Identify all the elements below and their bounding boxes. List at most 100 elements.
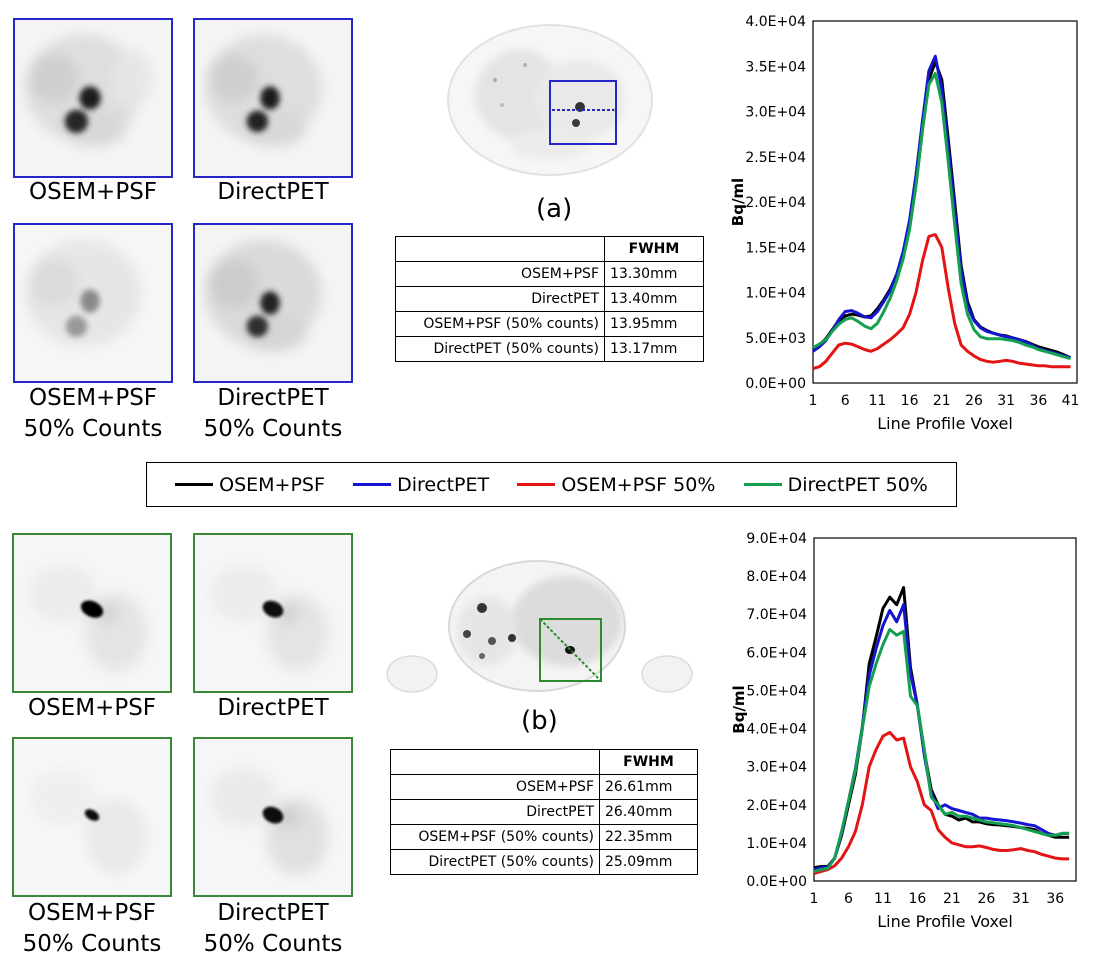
legend-item-osem-psf: OSEM+PSF xyxy=(175,474,325,496)
table-row: FWHM xyxy=(390,749,698,775)
x-tick-label: 36 xyxy=(1046,891,1064,907)
y-tick-label: 9.0E+04 xyxy=(746,531,807,547)
y-tick-label: 4.0E+04 xyxy=(745,14,806,30)
table-row: DirectPET 26.40mm xyxy=(390,799,698,825)
thumb-a-directpet-50 xyxy=(193,223,353,383)
y-tick-label: 4.0E+04 xyxy=(746,722,807,738)
caption-b-2: DirectPET xyxy=(217,695,329,721)
y-tick-label: 2.5E+04 xyxy=(745,150,806,166)
legend-swatch xyxy=(175,483,214,486)
series-line-directpet-50- xyxy=(812,72,1072,361)
legend-item-osem-psf-50: OSEM+PSF 50% xyxy=(517,474,715,496)
caption-a-3: OSEM+PSF 50% Counts xyxy=(23,385,163,442)
caption-a-1: OSEM+PSF xyxy=(28,179,158,205)
x-axis-label: Line Profile Voxel xyxy=(877,414,1013,433)
y-tick-label: 0.0E+00 xyxy=(745,376,806,392)
scan-a-full-body xyxy=(447,24,653,176)
row-value: 26.61mm xyxy=(599,774,698,800)
thumb-a-osem-psf-50 xyxy=(13,223,173,383)
table-row: OSEM+PSF (50% counts) 13.95mm xyxy=(395,311,704,337)
x-tick-label: 6 xyxy=(844,891,853,907)
scan-b-full-body xyxy=(386,560,693,693)
table-row: OSEM+PSF 13.30mm xyxy=(395,261,704,287)
caption-a-4: DirectPET 50% Counts xyxy=(203,385,343,442)
thumb-b-directpet xyxy=(193,533,353,693)
table-row: OSEM+PSF 26.61mm xyxy=(390,774,698,800)
panel-b-label: (b) xyxy=(521,706,558,736)
x-tick-label: 16 xyxy=(901,393,919,409)
caption-a-2: DirectPET xyxy=(217,179,329,205)
y-tick-label: 8.0E+04 xyxy=(746,569,807,585)
legend-item-directpet-50: DirectPET 50% xyxy=(743,473,928,496)
y-tick-label: 1.0E+04 xyxy=(745,286,806,302)
series-line-osem-psf-50- xyxy=(812,233,1071,370)
x-tick-label: 11 xyxy=(868,393,886,409)
table-row: DirectPET 13.40mm xyxy=(395,286,704,312)
legend: OSEM+PSF DirectPET OSEM+PSF 50% DirectPE… xyxy=(146,462,957,507)
y-axis-label: Bq/ml xyxy=(730,685,748,733)
thumb-b-osem-psf xyxy=(12,533,172,693)
fwhm-header: FWHM xyxy=(604,236,704,262)
plot-area xyxy=(813,537,1077,882)
series-line-directpet xyxy=(812,54,1072,360)
x-tick-label: 1 xyxy=(809,393,818,409)
x-tick-label: 21 xyxy=(933,393,951,409)
row-label: DirectPET xyxy=(395,286,605,312)
x-tick-label: 11 xyxy=(874,891,892,907)
row-value: 26.40mm xyxy=(599,799,698,825)
row-label: DirectPET xyxy=(390,799,600,825)
line-profile-chart-a: 0.0E+00 5.0E+03 1.0E+04 1.5E+04 2.0E+04 2.5E+… xyxy=(729,14,1080,433)
thumb-b-osem-psf-50 xyxy=(12,737,172,897)
caption-b-1: OSEM+PSF xyxy=(27,695,157,721)
thumb-a-osem-psf xyxy=(13,18,173,178)
table-row: DirectPET (50% counts) 13.17mm xyxy=(395,336,704,362)
x-tick-label: 31 xyxy=(1012,891,1030,907)
fwhm-table-a: FWHM OSEM+PSF 13.30mm DirectPET 13.40mm OS… xyxy=(395,236,704,362)
row-value: 25.09mm xyxy=(599,849,698,875)
fwhm-header: FWHM xyxy=(599,749,698,775)
row-label: DirectPET (50% counts) xyxy=(390,849,600,875)
x-tick-label: 21 xyxy=(943,891,961,907)
y-tick-label: 5.0E+03 xyxy=(745,331,806,347)
thumb-a-directpet xyxy=(193,18,353,178)
row-value: 13.40mm xyxy=(604,286,704,312)
row-value: 13.30mm xyxy=(604,261,704,287)
y-tick-label: 6.0E+04 xyxy=(746,645,807,661)
row-value: 13.17mm xyxy=(604,336,704,362)
x-tick-label: 26 xyxy=(965,393,983,409)
y-tick-label: 2.0E+04 xyxy=(745,195,806,211)
x-tick-label: 1 xyxy=(810,891,819,907)
x-tick-label: 31 xyxy=(997,393,1015,409)
fwhm-table-b: FWHM OSEM+PSF 26.61mm DirectPET 26.40mm OS… xyxy=(390,749,698,875)
table-row: DirectPET (50% counts) 25.09mm xyxy=(390,849,698,875)
y-tick-label: 7.0E+04 xyxy=(746,607,807,623)
table-row: OSEM+PSF (50% counts) 22.35mm xyxy=(390,824,698,850)
y-tick-label: 2.0E+04 xyxy=(746,798,807,814)
x-tick-label: 41 xyxy=(1062,393,1080,409)
legend-label: DirectPET 50% xyxy=(787,473,928,496)
thumb-b-directpet-50 xyxy=(193,737,353,897)
y-tick-label: 3.0E+04 xyxy=(745,105,806,121)
row-value: 22.35mm xyxy=(599,824,698,850)
series-line-directpet-50- xyxy=(813,628,1070,873)
line-profile-chart-b: 0.0E+00 1.0E+04 2.0E+04 3.0E+04 4.0E+04 5.0E+… xyxy=(730,531,1077,931)
x-tick-label: 16 xyxy=(909,891,927,907)
row-label: OSEM+PSF (50% counts) xyxy=(395,311,605,337)
legend-swatch xyxy=(353,483,392,486)
row-label: OSEM+PSF xyxy=(395,261,605,287)
roi-box-b xyxy=(539,618,602,682)
y-tick-label: 3.0E+04 xyxy=(746,760,807,776)
table-row: FWHM xyxy=(395,236,704,262)
row-label: OSEM+PSF (50% counts) xyxy=(390,824,600,850)
y-tick-label: 3.5E+04 xyxy=(745,59,806,75)
row-label: OSEM+PSF xyxy=(390,774,600,800)
y-tick-label: 1.5E+04 xyxy=(745,240,806,256)
legend-swatch xyxy=(517,483,556,486)
series-line-osem-psf-50- xyxy=(813,730,1070,875)
x-tick-label: 36 xyxy=(1029,393,1047,409)
line-profile-b xyxy=(539,618,602,682)
plot-area xyxy=(812,20,1078,384)
row-value: 13.95mm xyxy=(604,311,704,337)
y-axis-label: Bq/ml xyxy=(729,178,747,226)
y-tick-label: 0.0E+00 xyxy=(746,874,807,890)
